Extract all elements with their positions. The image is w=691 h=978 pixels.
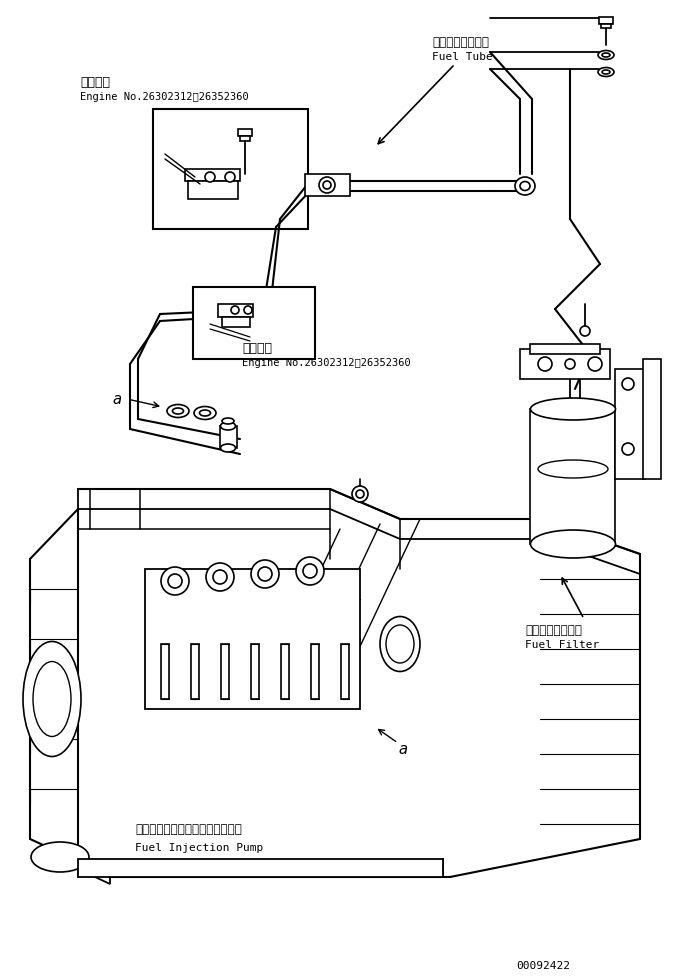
Ellipse shape — [602, 54, 610, 58]
Text: Fuel Filter: Fuel Filter — [525, 640, 599, 649]
Circle shape — [588, 358, 602, 372]
Bar — [530, 344, 600, 355]
Bar — [153, 110, 308, 230]
Bar — [145, 569, 360, 709]
Bar — [530, 410, 615, 545]
Bar — [185, 170, 240, 182]
Bar — [220, 426, 237, 449]
Bar — [311, 645, 319, 699]
Bar — [191, 645, 199, 699]
Text: a: a — [112, 392, 121, 407]
Circle shape — [161, 567, 189, 596]
Circle shape — [622, 378, 634, 390]
Bar — [238, 130, 252, 137]
Ellipse shape — [531, 399, 616, 421]
Polygon shape — [78, 510, 110, 884]
Circle shape — [205, 173, 215, 183]
Bar — [161, 645, 169, 699]
Circle shape — [168, 574, 182, 589]
Text: フェエルインジェクションポンプ: フェエルインジェクションポンプ — [135, 822, 242, 835]
Text: 適用号機: 適用号機 — [80, 75, 110, 88]
Circle shape — [622, 444, 634, 456]
Ellipse shape — [515, 178, 535, 196]
Text: a: a — [398, 741, 407, 757]
Bar — [251, 645, 259, 699]
Text: 適用号機: 適用号機 — [242, 341, 272, 354]
Bar — [643, 360, 661, 479]
Ellipse shape — [173, 409, 184, 415]
Bar — [78, 859, 443, 877]
Ellipse shape — [531, 530, 616, 558]
Text: フェエルチューブ: フェエルチューブ — [432, 35, 489, 49]
Ellipse shape — [222, 419, 234, 424]
Text: Engine No.26302312～26352360: Engine No.26302312～26352360 — [242, 358, 410, 368]
Circle shape — [538, 358, 552, 372]
Ellipse shape — [167, 405, 189, 418]
Circle shape — [231, 307, 239, 315]
Bar — [305, 175, 350, 197]
Circle shape — [206, 563, 234, 592]
Text: フェエルフィルタ: フェエルフィルタ — [525, 623, 582, 636]
Ellipse shape — [598, 68, 614, 77]
Polygon shape — [78, 490, 640, 574]
Ellipse shape — [380, 617, 420, 672]
Bar — [218, 305, 253, 318]
Circle shape — [213, 570, 227, 585]
Circle shape — [565, 360, 575, 370]
Bar — [240, 137, 250, 142]
Circle shape — [323, 182, 331, 190]
Circle shape — [356, 491, 364, 499]
Ellipse shape — [23, 642, 81, 757]
Circle shape — [296, 557, 324, 586]
Bar — [341, 645, 349, 699]
Ellipse shape — [220, 422, 236, 430]
Circle shape — [580, 327, 590, 336]
Ellipse shape — [520, 182, 530, 192]
Ellipse shape — [31, 842, 89, 872]
Circle shape — [319, 178, 335, 194]
Bar — [193, 288, 315, 360]
Circle shape — [251, 560, 279, 589]
Bar — [281, 645, 289, 699]
Circle shape — [303, 564, 317, 578]
Circle shape — [225, 173, 235, 183]
Bar — [520, 350, 610, 379]
Circle shape — [352, 486, 368, 503]
Bar — [221, 645, 229, 699]
Text: Fuel Tube: Fuel Tube — [432, 52, 493, 62]
Bar — [599, 18, 613, 25]
Text: Fuel Injection Pump: Fuel Injection Pump — [135, 842, 263, 852]
Circle shape — [258, 567, 272, 581]
Polygon shape — [78, 540, 640, 879]
Bar — [601, 25, 611, 29]
Ellipse shape — [194, 407, 216, 421]
Bar — [615, 370, 645, 479]
Ellipse shape — [220, 445, 236, 453]
Bar — [188, 182, 238, 200]
Ellipse shape — [598, 52, 614, 61]
Ellipse shape — [602, 71, 610, 75]
Circle shape — [244, 307, 252, 315]
Bar — [222, 318, 250, 328]
Text: Engine No.26302312～26352360: Engine No.26302312～26352360 — [80, 92, 249, 102]
Text: 00092422: 00092422 — [516, 960, 570, 970]
Ellipse shape — [200, 411, 211, 417]
